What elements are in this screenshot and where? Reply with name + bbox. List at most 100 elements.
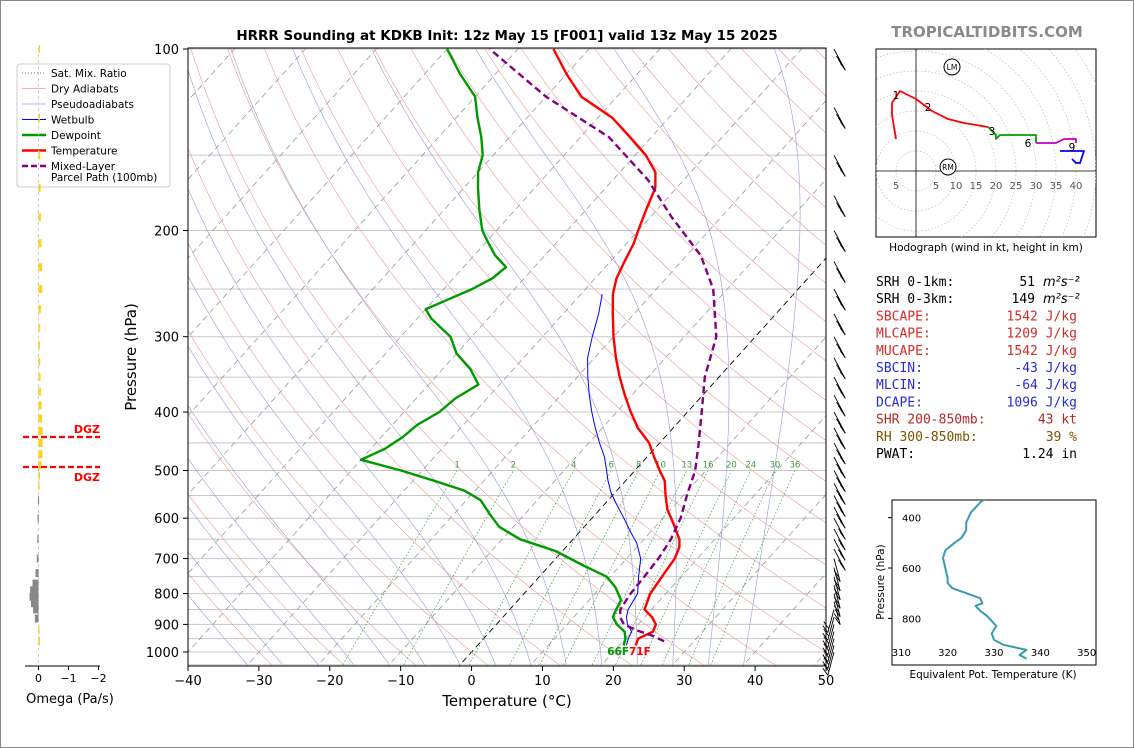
index-unit: m²s⁻² [1043,275,1080,290]
skewt-xtick-label: 30 [676,674,693,689]
wind-barb [833,495,846,517]
theta-e-trace [942,500,1028,660]
skewt-ytick-label: 600 [154,512,179,527]
index-row: MLCAPE: 1209 J/kg [876,327,1077,342]
omega-bar [33,605,39,614]
index-label: PWAT: [876,447,915,462]
hodograph-height-label: 6 [1025,138,1032,150]
mixing-ratio-label: 24 [745,460,756,470]
index-value: 1542 J/kg [1007,309,1077,324]
dry-adiabat-line [188,493,346,666]
index-row: SHR 200-850mb: 43 kt [876,413,1077,428]
legend-label: Sat. Mix. Ratio [51,68,127,80]
wind-barb [833,601,841,626]
skewt-tick-labels: −40 −30 −20 −10 0 10 20 30 40 50 100 200 300 400 500 60… [146,43,834,689]
hodograph-height-label: 1 [893,90,900,102]
index-unit: m²s⁻² [1043,292,1080,307]
omega-bar [38,414,43,423]
omega-bar [38,481,40,490]
index-value: 1096 J/kg [1007,395,1077,410]
isotherm-line [245,48,804,666]
wind-barb [833,528,846,551]
omega-bar [38,637,40,646]
moist-adiabat-line [371,48,638,665]
moist-adiabat-line [743,48,801,665]
index-row: SBCIN: -43 J/kg [876,361,1077,376]
skewt-xtick-label: 0 [467,674,475,689]
skewt-xtick-label: 40 [747,674,764,689]
mixing-ratio-line [509,470,612,665]
isotherm-line [188,48,733,653]
wind-barb [833,313,846,336]
mixing-ratio-label: 2 [511,460,516,470]
skewt-xtick-label: −30 [245,674,272,689]
dry-adiabat-line [337,48,826,566]
omega-bar [38,263,43,272]
omega-bar [38,461,42,470]
legend-label: Dry Adiabats [51,84,119,96]
wind-barb [833,538,846,561]
omega-bar [38,626,40,635]
theta-e-xtick-label: 350 [1077,648,1096,659]
mixing-ratio-label: 8 [636,460,641,470]
moist-adiabat-line [188,187,496,665]
mixing-ratio-label: 1 [454,460,459,470]
skewt-ytick-label: 800 [154,588,179,603]
index-label: SRH 0-3km: [876,292,954,307]
hodograph-ring-label: 5 [893,181,899,192]
skewt-ytick-label: 500 [154,464,179,479]
skewt-xtick-label: 20 [605,674,622,689]
skewt-xtick-label: −20 [316,674,343,689]
wind-barb [833,230,846,252]
omega-bar [38,471,40,480]
skewt-axes [187,47,827,667]
hodograph-trace [1036,138,1077,144]
index-label: MUCAPE: [876,344,931,359]
omega-bar [29,592,39,601]
omega-xtick-label: −2 [90,672,106,685]
isotherm-line [188,48,662,574]
omega-bar [38,45,40,53]
omega-panel: 0 −1 −2 DGZ DGZ [23,45,107,685]
dry-adiabat-line [188,412,418,666]
index-label: RH 300-850mb: [876,430,978,445]
hodograph-height-label: 3 [989,126,996,138]
omega-bar [38,401,42,410]
surface-temp-label: 71F [629,646,651,658]
isotherm-line [316,100,826,666]
wind-barb [822,638,835,663]
mixing-ratio-label: 6 [608,460,613,470]
hodograph-ring-label: 20 [990,181,1003,192]
omega-bar [37,514,39,523]
wind-barb [833,548,846,571]
mixing-ratio-line [539,470,640,665]
hodograph-caption: Hodograph (wind in kt, height in km) [889,242,1083,254]
mixing-ratio-label: 4 [571,460,576,470]
skewt-ytick-label: 700 [154,553,179,568]
skewt-series-dewpoint [359,48,627,646]
index-value: -64 J/kg [1014,378,1077,393]
mixing-ratio-label: 10 [655,460,666,470]
hodograph-ring-label: 25 [1010,181,1023,192]
omega-bar [31,599,39,608]
wind-barb [833,483,846,505]
wind-barb [833,442,846,465]
legend-label: Wetbulb [51,115,95,127]
storm-motion-marker [939,158,957,176]
index-label: DCAPE: [876,395,923,410]
moist-adiabat-line [613,48,730,665]
theta-e-ytick-label: 600 [902,564,921,575]
index-row: DCAPE: 1096 J/kg [876,395,1077,410]
omega-bar [38,151,41,160]
dry-adiabat-line [520,48,826,362]
surface-temp-dewpoint-label: 66F71F [607,646,651,658]
index-value: 43 kt [1038,413,1077,428]
wind-barb [833,506,846,529]
storm-motion-label: LM [947,63,958,72]
index-row: PWAT: 1.24 in [876,447,1077,462]
isotherm-line [188,48,449,338]
index-value: 1542 J/kg [1007,344,1077,359]
omega-bar [37,496,40,505]
dry-adiabat-line [300,48,826,609]
